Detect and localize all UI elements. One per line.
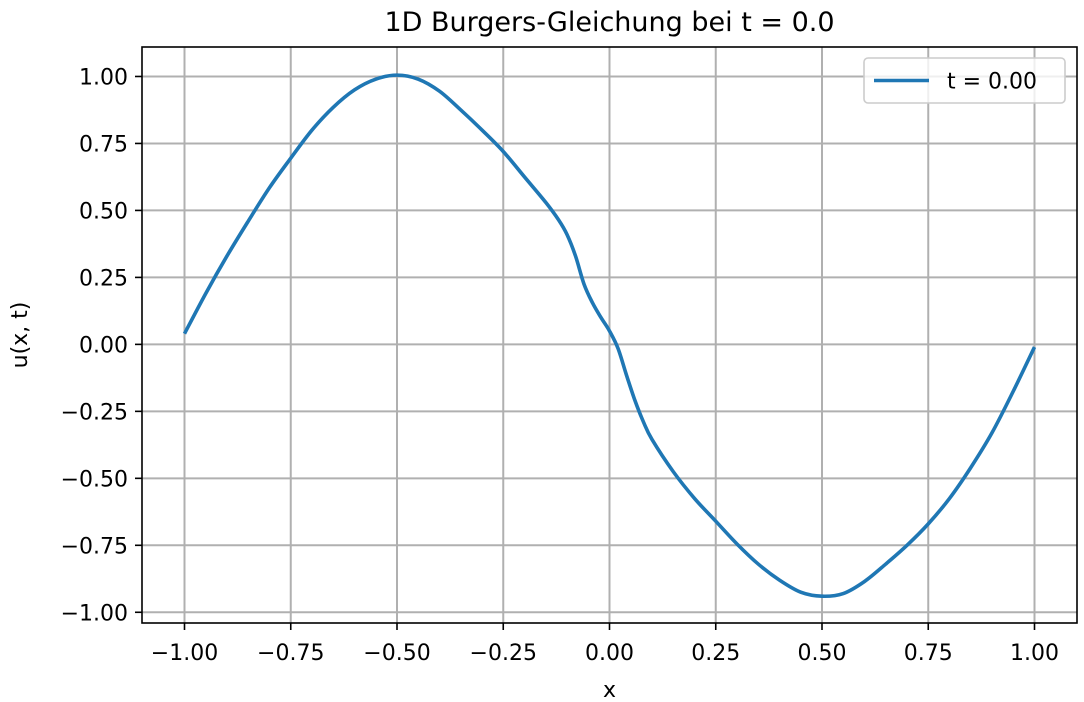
- legend-label: t = 0.00: [947, 70, 1037, 95]
- y-tick-label: 0.75: [79, 132, 128, 157]
- x-tick-label: −1.00: [151, 641, 218, 666]
- x-tick-label: 1.00: [1010, 641, 1059, 666]
- y-axis-title: u(x, t): [8, 302, 33, 369]
- axis-ticks: −1.00 −0.75 −0.50 −0.25 0.00 0.25 0.50 0.75 1.00…: [61, 65, 1059, 666]
- x-tick-label: 0.25: [691, 641, 740, 666]
- y-tick-label: −1.00: [61, 601, 128, 626]
- x-tick-label: −0.25: [470, 641, 537, 666]
- grid: [142, 47, 1077, 623]
- series-line: [182, 73, 1037, 599]
- x-tick-label: 0.75: [904, 641, 953, 666]
- y-tick-label: 0.25: [79, 266, 128, 291]
- legend-box: [863, 57, 1066, 104]
- series-layer: [182, 73, 1037, 599]
- y-tick-label: 1.00: [79, 65, 128, 90]
- legend: t = 0.00: [863, 57, 1066, 104]
- y-tick-label: −0.50: [61, 467, 128, 492]
- chart-title: 1D Burgers-Gleichung bei t = 0.0: [384, 7, 834, 38]
- x-tick-label: −0.50: [363, 641, 430, 666]
- x-axis-title: x: [603, 678, 616, 702]
- y-tick-label: −0.75: [61, 534, 128, 559]
- y-tick-label: 0.00: [79, 333, 128, 358]
- x-tick-label: −0.75: [257, 641, 324, 666]
- x-tick-label: 0.50: [798, 641, 847, 666]
- x-tick-label: 0.00: [585, 641, 634, 666]
- y-tick-label: 0.50: [79, 199, 128, 224]
- y-tick-label: −0.25: [61, 400, 128, 425]
